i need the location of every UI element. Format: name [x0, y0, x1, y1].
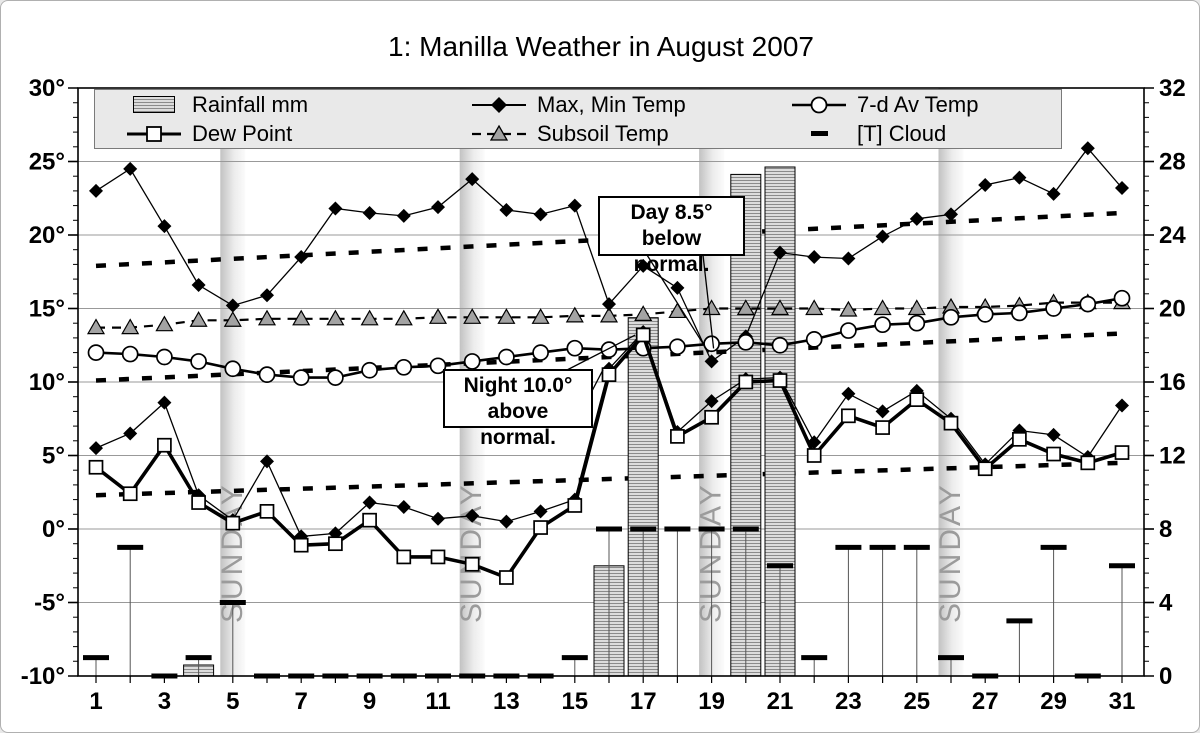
- cloud-dash-icon: [790, 124, 848, 144]
- x-axis-label: 29: [1040, 688, 1067, 715]
- axis-labels: 30° 25° 20° 15° 10° 5° 0° -5° -10° 32 28 24 20 16 12 8 4…: [21, 75, 1187, 715]
- legend-label-cloud: [T] Cloud: [857, 120, 947, 146]
- annotation-day-line1: Day 8.5°: [630, 201, 713, 224]
- annotation-night-above-normal: Night 10.0° above normal.: [443, 369, 593, 449]
- chart-legend: Rainfall mm Max, Min Temp 7-d Av Temp De…: [94, 89, 1062, 149]
- right-axis-label: 32: [1159, 75, 1186, 102]
- x-axis-label: 19: [698, 688, 725, 715]
- legend-item-subsoil: Subsoil Temp: [470, 121, 790, 147]
- left-axis-label: 25°: [29, 149, 65, 176]
- page-title: 1: Manilla Weather in August 2007: [388, 31, 814, 62]
- x-axis-label: 21: [767, 688, 794, 715]
- x-axis-label: 7: [295, 688, 308, 715]
- right-axis-label: 0: [1159, 663, 1172, 690]
- left-axis-label: 5°: [42, 443, 65, 470]
- x-axis-label: 31: [1109, 688, 1136, 715]
- annotation-day-below-normal: Day 8.5° below normal.: [598, 196, 745, 276]
- legend-label-rainfall: Rainfall mm: [192, 91, 309, 117]
- x-axis-label: 27: [972, 688, 999, 715]
- circle-line-icon: [790, 95, 848, 115]
- right-axis-label: 20: [1159, 296, 1186, 323]
- x-axis-label: 13: [493, 688, 520, 715]
- legend-item-dew: Dew Point: [125, 121, 470, 147]
- series-dew-point: [88, 327, 1130, 585]
- x-axis-label: 5: [226, 688, 239, 715]
- x-axis-label: 15: [561, 688, 588, 715]
- diamond-line-icon: [470, 95, 528, 115]
- annotation-night-line2: above normal.: [480, 400, 556, 449]
- right-axis-label: 12: [1159, 443, 1186, 470]
- series-max-temp: [89, 141, 1129, 369]
- legend-item-rainfall: Rainfall mm: [125, 92, 470, 118]
- sunday-band-label: SUNDAY: [216, 482, 249, 623]
- left-axis-label: 30°: [29, 75, 65, 102]
- axis-ticks: [68, 87, 1154, 683]
- rainfall-bar-icon: [125, 95, 183, 115]
- legend-item-maxmin: Max, Min Temp: [470, 92, 790, 118]
- legend-item-avg7: 7-d Av Temp: [790, 92, 1061, 118]
- x-axis-label: 11: [425, 688, 450, 715]
- series-7d-av-temp: [87, 289, 1131, 386]
- x-axis-label: 9: [363, 688, 376, 715]
- annotation-night-line1: Night 10.0°: [463, 374, 573, 397]
- square-line-icon: [125, 124, 183, 144]
- triangle-dashed-line-icon: [470, 124, 528, 144]
- x-axis-label: 3: [158, 688, 171, 715]
- annotation-day-line2: below normal.: [633, 227, 710, 276]
- legend-label-maxmin: Max, Min Temp: [537, 91, 686, 117]
- x-axis-label: 1: [89, 688, 102, 715]
- right-axis-label: 4: [1159, 590, 1173, 617]
- annotation-leader-lines: [566, 254, 715, 392]
- legend-label-avg7: 7-d Av Temp: [857, 91, 979, 117]
- sunday-band-label: SUNDAY: [934, 482, 967, 623]
- left-axis-label: -5°: [34, 590, 65, 617]
- legend-label-subsoil: Subsoil Temp: [537, 120, 669, 146]
- right-axis-label: 8: [1159, 516, 1172, 543]
- left-axis-label: -10°: [21, 663, 65, 690]
- left-axis-label: 20°: [29, 222, 65, 249]
- left-axis-label: 15°: [29, 296, 65, 323]
- right-axis-label: 28: [1159, 149, 1186, 176]
- sunday-band-label: SUNDAY: [455, 482, 488, 623]
- right-axis-label: 16: [1159, 369, 1186, 396]
- right-axis-label: 24: [1159, 222, 1186, 249]
- x-axis-label: 17: [630, 688, 657, 715]
- x-axis-label: 25: [903, 688, 930, 715]
- x-axis-label: 23: [835, 688, 862, 715]
- legend-item-cloud: [T] Cloud: [790, 121, 1061, 147]
- left-axis-label: 0°: [42, 516, 65, 543]
- legend-label-dew: Dew Point: [192, 120, 293, 146]
- left-axis-label: 10°: [29, 369, 65, 396]
